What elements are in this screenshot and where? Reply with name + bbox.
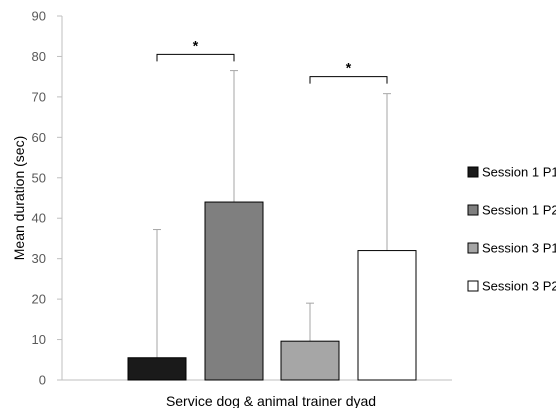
y-tick-label: 40: [32, 211, 46, 226]
significance-label: *: [193, 37, 199, 53]
significance-brackets: **: [156, 37, 388, 84]
significance-bracket: [309, 76, 388, 84]
y-tick-label: 60: [32, 130, 46, 145]
y-tick-label: 10: [32, 332, 46, 347]
y-tick-label: 0: [39, 373, 46, 388]
y-tick-label: 90: [32, 9, 46, 24]
bar-session-1-p1: [127, 357, 187, 381]
y-tick-label: 80: [32, 49, 46, 64]
y-tick-label: 70: [32, 89, 46, 104]
legend-swatch: [467, 166, 479, 178]
x-axis-title: Service dog & animal trainer dyad: [166, 393, 376, 408]
legend-label: Session 1 P1: [482, 165, 556, 180]
bar-session-1-p2: [204, 201, 264, 381]
significance-label: *: [346, 60, 352, 76]
legend: Session 1 P1 Session 1 P2 Session 3 P1 Sess…: [467, 165, 556, 294]
legend-label: Session 3 P1: [482, 241, 556, 256]
bar-session-3-p2: [357, 250, 417, 381]
y-tick-label: 50: [32, 170, 46, 185]
bar-session-3-p1: [280, 340, 340, 381]
bars: [127, 201, 417, 381]
significance-bracket: [156, 53, 235, 62]
legend-swatch: [467, 280, 479, 292]
y-axis-ticks: 0 10 20 30 40 50 60 70 80 90: [32, 9, 62, 388]
y-tick-label: 20: [32, 292, 46, 307]
y-tick-label: 30: [32, 251, 46, 266]
legend-label: Session 1 P2: [482, 203, 556, 218]
legend-swatch: [467, 242, 479, 254]
legend-swatch: [467, 204, 479, 216]
error-bars: [153, 70, 391, 358]
legend-label: Session 3 P2: [482, 279, 556, 294]
y-axis-title: Mean duration (sec): [11, 136, 27, 261]
